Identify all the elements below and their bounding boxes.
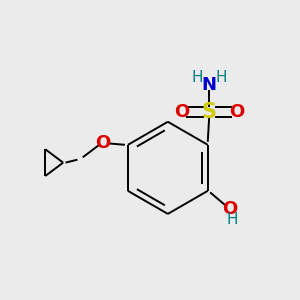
Text: O: O (229, 103, 244, 121)
Text: H: H (192, 70, 203, 85)
Text: O: O (222, 200, 238, 218)
Text: H: H (215, 70, 227, 85)
Text: S: S (202, 102, 217, 122)
Text: O: O (174, 103, 189, 121)
Text: O: O (95, 134, 110, 152)
Text: H: H (226, 212, 238, 227)
Text: N: N (202, 76, 217, 94)
